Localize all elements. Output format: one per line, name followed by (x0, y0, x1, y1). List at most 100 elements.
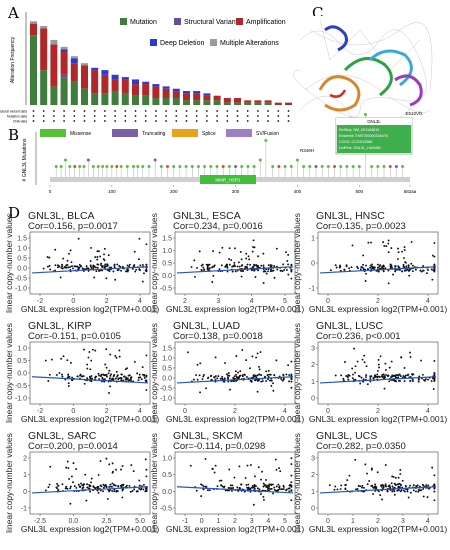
scatter-point (287, 364, 290, 367)
scatter-point (401, 250, 404, 253)
scatter-point (69, 502, 72, 505)
scatter-point (207, 376, 210, 379)
scatter-point (105, 366, 108, 369)
scatter-point (144, 458, 147, 461)
data-row-dot (104, 110, 106, 112)
scatter-point (89, 260, 92, 263)
scatter-point (223, 485, 226, 488)
scatter-point (138, 479, 141, 482)
y-axis-label: linear copy-number values (149, 433, 159, 533)
scatter-point (262, 282, 265, 284)
scatter-point (204, 457, 207, 460)
scatter-point (260, 374, 263, 377)
scatter-point (99, 489, 102, 492)
scatter-point (230, 489, 233, 492)
scatter-point (433, 474, 436, 477)
bar-segment (40, 28, 48, 71)
scatter-point (104, 374, 107, 377)
scatter-point (192, 378, 195, 381)
scatter-point (384, 368, 387, 371)
scatter-point (411, 270, 414, 273)
bar-segment (60, 77, 68, 105)
scatter-point (381, 498, 384, 501)
scatter-point (84, 473, 87, 476)
scatter-point (377, 270, 380, 273)
y-tick-label: 1.5 (162, 346, 172, 353)
scatter-point (208, 489, 211, 492)
scatter-point (387, 242, 390, 245)
data-row-dot (42, 110, 45, 112)
scatter-point (285, 488, 288, 491)
scatter-point (90, 246, 92, 249)
scatter-point (343, 361, 346, 363)
scatter-point (364, 280, 367, 282)
scatter-point (61, 265, 64, 268)
scatter-point (351, 244, 354, 247)
scatter-point (350, 266, 353, 269)
info-refseq: RefSeq: NM_001184819 (339, 128, 379, 132)
scatter-point (193, 259, 196, 262)
scatter-point (97, 372, 100, 375)
scatter-point (433, 487, 436, 490)
scatter-point (358, 375, 361, 378)
scatter-point (104, 263, 107, 266)
scatter-point (361, 484, 364, 487)
scatter-point (80, 482, 83, 485)
scatter-point (60, 357, 63, 360)
scatter-point (97, 485, 100, 488)
scatter-point (395, 380, 398, 383)
scatter-point (376, 369, 379, 372)
scatter-point (90, 481, 92, 484)
scatter-point (104, 363, 107, 366)
scatter-point (348, 474, 351, 477)
scatter-point (77, 483, 80, 486)
scatter-point (268, 485, 271, 488)
b-legend-label: Truncating (142, 131, 166, 137)
scatter-point (195, 374, 197, 377)
scatter-point (377, 266, 379, 269)
data-row-dot (93, 115, 96, 117)
scatter-point (116, 375, 119, 378)
scatter-point (371, 484, 374, 487)
scatter-point (354, 365, 357, 368)
scatter-point (359, 485, 362, 488)
data-row-dot (124, 115, 127, 117)
lollipop-head (178, 165, 182, 168)
scatter-point (112, 270, 115, 273)
scatter-point (400, 356, 403, 359)
scatter-point (365, 264, 368, 267)
scatter-point (370, 241, 373, 244)
data-row-dot (226, 115, 229, 117)
scatter-point (245, 266, 248, 268)
scatter-point (143, 377, 146, 379)
panel-a-bars (30, 21, 292, 105)
scatter-point (348, 267, 351, 270)
scatter-point (432, 377, 434, 380)
bar-segment (111, 91, 119, 105)
scatter-point (366, 483, 369, 486)
scatter-point (136, 372, 139, 375)
b-legend-label: Missense (70, 131, 91, 137)
scatter-point (253, 487, 256, 490)
scatter-point (134, 270, 137, 273)
scatter-title: GNL3L, UCS (316, 430, 377, 442)
scatter-point (95, 270, 98, 273)
data-row-dot (287, 120, 290, 122)
x-tick-label: 2 (376, 408, 380, 415)
data-row-dot (104, 120, 106, 122)
scatter-point (119, 265, 122, 268)
scatter-point (121, 496, 124, 499)
scatter-point (282, 377, 285, 380)
y-tick-label: 3 (311, 346, 315, 353)
mmr-hsr1-domain (200, 175, 256, 184)
info-ccds: CCDS: CCDS14366 (339, 140, 372, 144)
scatter-point (117, 377, 120, 380)
scatter-point (329, 269, 332, 272)
scatter-point (369, 380, 372, 383)
scatter-point (426, 496, 429, 499)
data-row-dot (155, 110, 157, 112)
scatter-point (69, 249, 72, 252)
scatter-point (67, 382, 70, 385)
scatter-point (89, 264, 92, 267)
scatter-point (351, 377, 354, 380)
